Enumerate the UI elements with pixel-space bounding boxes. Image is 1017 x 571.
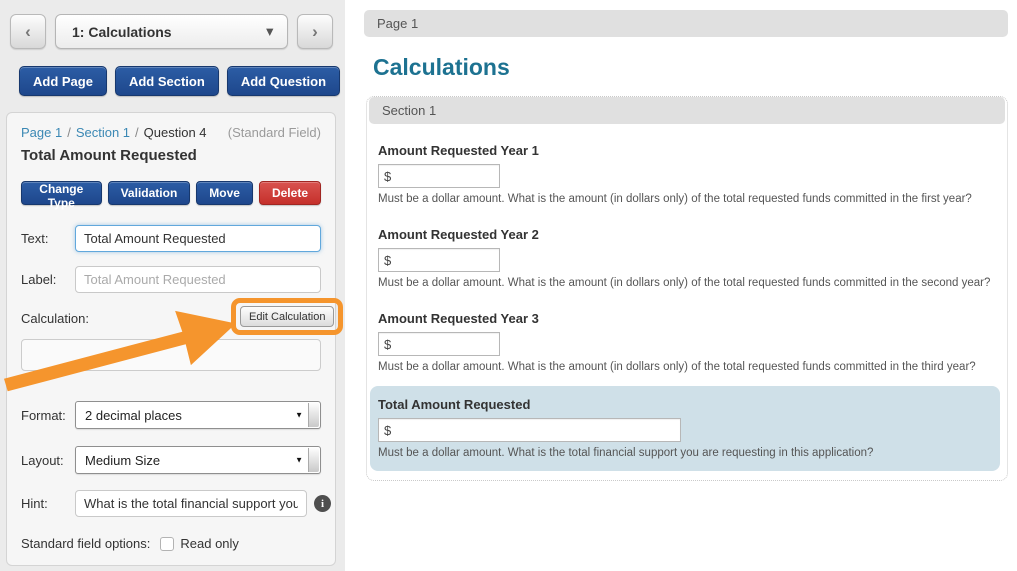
text-field-label: Text: xyxy=(21,231,49,246)
read-only-checkbox[interactable] xyxy=(160,536,175,551)
breadcrumb: Page 1 / Section 1 / Question 4 (Standar… xyxy=(21,125,321,140)
info-icon: i xyxy=(314,495,331,512)
page-select-value: 1: Calculations xyxy=(72,23,172,40)
add-question-button[interactable]: Add Question xyxy=(226,66,341,96)
edit-calculation-button[interactable]: Edit Calculation xyxy=(240,306,335,327)
dollar-prefix: $ xyxy=(384,336,392,352)
text-field-row: Text: xyxy=(21,225,321,252)
preview-section-header-label: Section 1 xyxy=(382,103,437,118)
hint-row: Hint: i xyxy=(21,490,331,517)
layout-label: Layout: xyxy=(21,452,64,468)
move-button[interactable]: Move xyxy=(196,181,253,205)
next-page-button[interactable]: › xyxy=(297,14,333,49)
preview-page-header: Page 1 xyxy=(364,10,1008,37)
layout-select[interactable]: Medium Size xyxy=(75,446,321,474)
form-preview: Page 1 Calculations Section 1 Amount Req… xyxy=(345,0,1017,571)
breadcrumb-section-link[interactable]: Section 1 xyxy=(75,125,131,140)
standard-field-options-row: Standard field options: Read only xyxy=(21,536,321,551)
question-hint: Must be a dollar amount. What is the tot… xyxy=(378,447,874,459)
label-field-row: Label: xyxy=(21,266,321,293)
question-block: Total Amount Requested $ Must be a dolla… xyxy=(378,397,990,459)
page-navigation: ‹ 1: Calculations › xyxy=(0,0,345,49)
question-block: Amount Requested Year 2 $ Must be a doll… xyxy=(378,227,1007,289)
question-block: Amount Requested Year 3 $ Must be a doll… xyxy=(378,311,1007,373)
calculation-textarea[interactable] xyxy=(21,339,321,371)
validation-button[interactable]: Validation xyxy=(107,181,191,205)
question-label: Amount Requested Year 2 xyxy=(378,227,539,242)
question-editor-panel: Page 1 / Section 1 / Question 4 (Standar… xyxy=(6,112,336,566)
standard-field-tag: (Standard Field) xyxy=(227,125,321,140)
dollar-amount-input[interactable]: $ xyxy=(378,332,500,356)
dollar-prefix: $ xyxy=(384,422,392,438)
dollar-amount-input[interactable]: $ xyxy=(378,418,681,442)
format-label: Format: xyxy=(21,407,66,423)
selected-question-highlight: Total Amount Requested $ Must be a dolla… xyxy=(370,386,1000,471)
format-row: Format: 2 decimal places xyxy=(21,401,321,429)
question-block: Amount Requested Year 1 $ Must be a doll… xyxy=(378,143,1007,205)
previous-page-button[interactable]: ‹ xyxy=(10,14,46,49)
question-hint: Must be a dollar amount. What is the amo… xyxy=(378,361,976,373)
question-hint: Must be a dollar amount. What is the amo… xyxy=(378,193,972,205)
dollar-amount-input[interactable]: $ xyxy=(378,248,500,272)
layout-select-value: Medium Size xyxy=(85,452,161,468)
delete-button[interactable]: Delete xyxy=(258,181,321,205)
standard-field-options-label: Standard field options: xyxy=(21,536,151,551)
dollar-amount-input[interactable]: $ xyxy=(378,164,500,188)
builder-sidebar: ‹ 1: Calculations › Add Page Add Section… xyxy=(0,0,345,571)
calculation-label: Calculation: xyxy=(21,311,89,326)
preview-section: Section 1 Amount Requested Year 1 $ Must… xyxy=(366,96,1008,481)
dollar-prefix: $ xyxy=(384,168,392,184)
breadcrumb-page-link[interactable]: Page 1 xyxy=(21,125,63,140)
question-editor-title: Total Amount Requested xyxy=(21,147,197,164)
breadcrumb-question: Question 4 xyxy=(143,125,207,140)
breadcrumb-separator: / xyxy=(135,125,139,140)
question-label: Total Amount Requested xyxy=(378,397,531,412)
preview-page-header-label: Page 1 xyxy=(377,16,419,31)
add-page-button[interactable]: Add Page xyxy=(19,66,107,96)
question-actions: Change Type Validation Move Delete xyxy=(21,181,321,210)
hint-label: Hint: xyxy=(21,496,48,511)
edit-calculation-highlight-ring: Edit Calculation xyxy=(231,298,344,335)
add-toolbar: Add Page Add Section Add Question xyxy=(19,66,345,96)
dollar-prefix: $ xyxy=(384,252,392,268)
label-field-label: Label: xyxy=(21,272,57,287)
text-input[interactable] xyxy=(75,225,321,252)
question-label: Amount Requested Year 1 xyxy=(378,143,539,158)
format-select[interactable]: 2 decimal places xyxy=(75,401,321,429)
question-label: Amount Requested Year 3 xyxy=(378,311,539,326)
hint-input[interactable] xyxy=(75,490,307,517)
preview-form-title: Calculations xyxy=(373,54,510,80)
chevron-right-icon: › xyxy=(312,21,318,41)
page-select-dropdown[interactable]: 1: Calculations xyxy=(55,14,288,49)
label-input[interactable] xyxy=(75,266,321,293)
layout-row: Layout: Medium Size xyxy=(21,446,321,474)
change-type-button[interactable]: Change Type xyxy=(21,181,102,210)
add-section-button[interactable]: Add Section xyxy=(114,66,219,96)
format-select-value: 2 decimal places xyxy=(85,407,182,423)
breadcrumb-separator: / xyxy=(67,125,71,140)
read-only-label: Read only xyxy=(180,536,239,551)
question-hint: Must be a dollar amount. What is the amo… xyxy=(378,277,991,289)
chevron-left-icon: ‹ xyxy=(25,21,31,41)
preview-section-header: Section 1 xyxy=(369,97,1005,124)
